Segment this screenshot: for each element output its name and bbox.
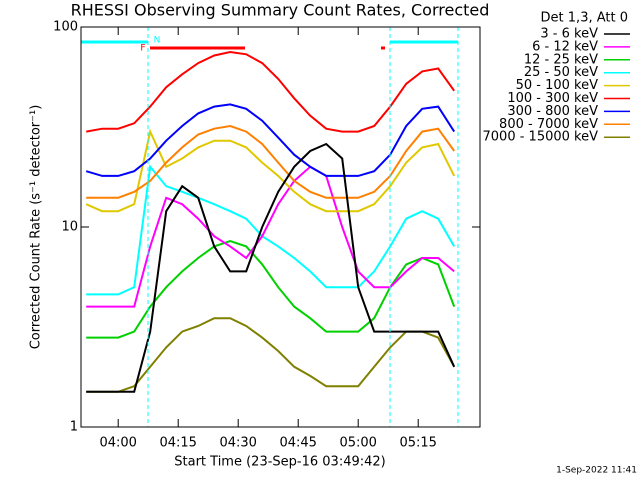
x-tick-label: 05:15 [399, 436, 436, 451]
chart-title: RHESSI Observing Summary Count Rates, Co… [71, 1, 490, 20]
series-line [86, 142, 456, 393]
legend-label: 3 - 6 keV [540, 27, 598, 42]
legend-label: 300 - 800 keV [507, 104, 598, 119]
legend-label: 25 - 50 keV [524, 65, 598, 80]
y-tick-label: 10 [61, 220, 78, 235]
x-tick-label: 04:00 [99, 436, 136, 451]
annotation: N [154, 36, 161, 46]
y-tick-label: 1 [70, 420, 78, 435]
y-axis-label: Corrected Count Rate (s⁻¹ detector⁻¹) [29, 105, 44, 350]
legend-title: Det 1,3, Att 0 [541, 11, 628, 26]
annotation: F [140, 44, 145, 54]
legend-label: 50 - 100 keV [516, 78, 599, 93]
legend-label: 12 - 25 keV [524, 52, 598, 67]
legend-label: 100 - 300 keV [507, 91, 598, 106]
timestamp: 1-Sep-2022 11:41 [556, 466, 637, 476]
series-line [86, 50, 456, 133]
legend-label: 7000 - 15000 keV [483, 130, 599, 145]
y-tick-label: 100 [53, 20, 78, 35]
series-line [86, 164, 456, 296]
x-tick-label: 04:30 [219, 436, 256, 451]
x-axis-label: Start Time (23-Sep-16 03:49:42) [174, 455, 385, 470]
plot-area [85, 50, 456, 393]
series-line [86, 165, 455, 308]
series-line [85, 128, 456, 213]
x-tick-label: 05:00 [339, 436, 376, 451]
legend-label: 6 - 12 keV [532, 39, 598, 54]
x-tick-label: 04:45 [279, 436, 316, 451]
x-tick-label: 04:15 [159, 436, 196, 451]
legend-label: 800 - 7000 keV [499, 117, 598, 132]
